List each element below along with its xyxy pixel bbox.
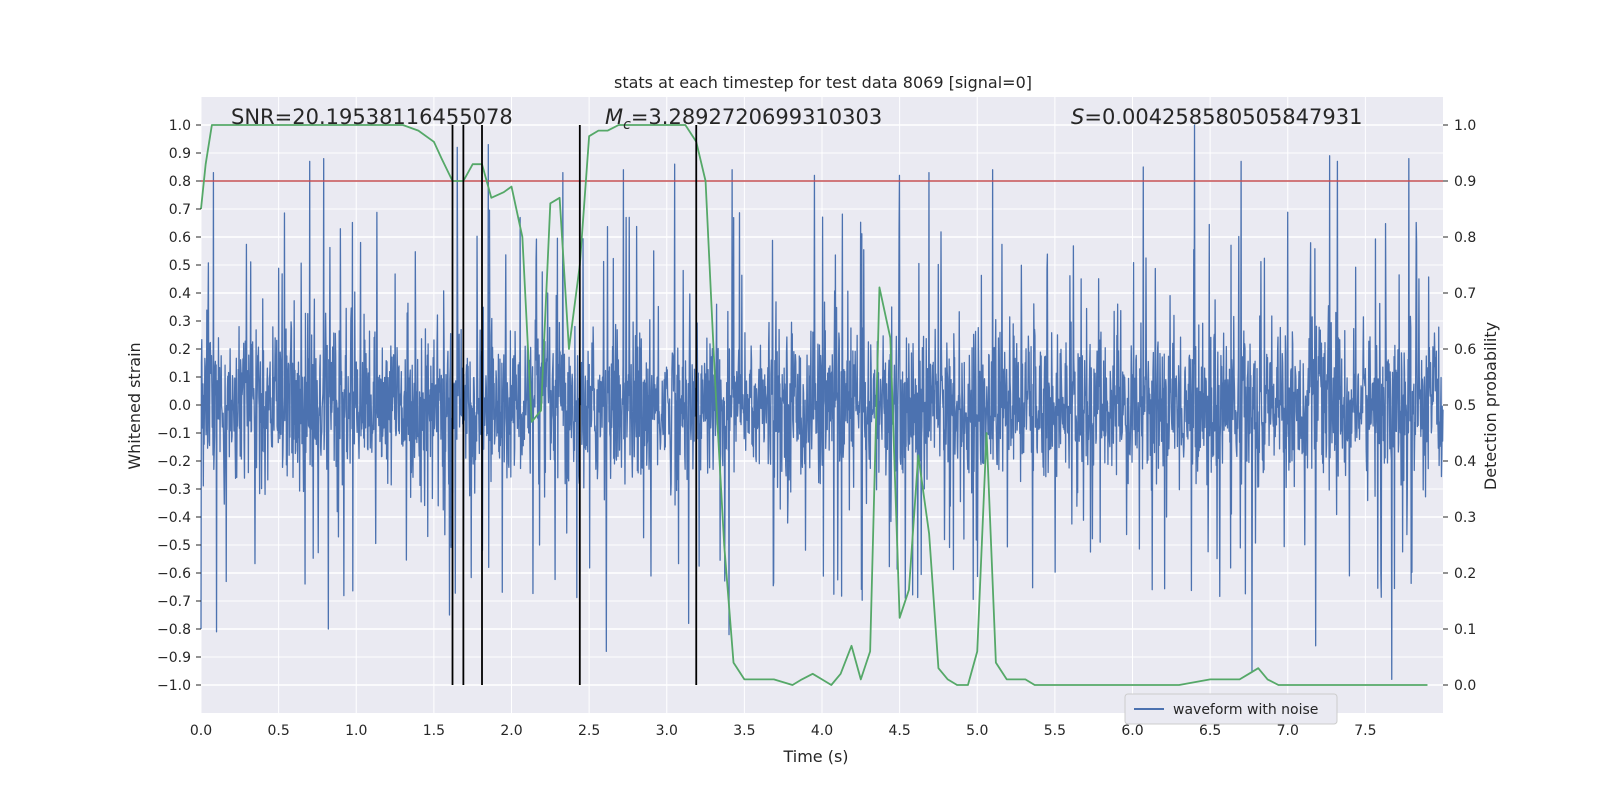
y-tick-label: −0.7 [157,594,191,610]
y-tick-label: −0.9 [157,650,191,666]
x-tick-label: 0.0 [190,723,212,739]
strain-series [200,124,1444,681]
y2-tick-label: 0.4 [1454,454,1476,470]
y-tick-label: −0.5 [157,538,191,554]
probability-series [200,124,1428,686]
y-tick-label: −0.8 [157,622,191,638]
y-tick-label: −0.6 [157,566,191,582]
snr-annotation: SNR=20.19538116455078 [231,105,513,129]
x-tick-label: 7.0 [1277,723,1299,739]
x-tick-label: 3.5 [733,723,755,739]
x-tick-label: 7.5 [1354,723,1376,739]
y2-tick-label: 1.0 [1454,118,1476,134]
y-tick-label: 0.2 [169,342,191,358]
x-tick-label: 1.0 [345,723,367,739]
strain-line [200,124,1444,681]
y2-tick-label: 0.1 [1454,622,1476,638]
x-tick-label: 5.0 [966,723,988,739]
y-tick-label: 0.4 [169,286,191,302]
y-tick-label: 0.3 [169,314,191,330]
x-tick-label: 4.0 [811,723,833,739]
s-value: =0.004258580505847931 [1084,105,1362,129]
chart-title: stats at each timestep for test data 806… [614,73,1032,92]
x-tick-label: 6.0 [1121,723,1143,739]
y-tick-label: −0.1 [157,426,191,442]
x-tick-label: 4.5 [888,723,910,739]
x-tick-label: 2.0 [500,723,522,739]
vertical-markers [451,125,698,685]
x-tick-label: 0.5 [267,723,289,739]
chirp-mass-annotation: Mc=3.2892720699310303 [605,105,882,133]
x-tick-label: 3.0 [656,723,678,739]
y2-tick-label: 0.9 [1454,174,1476,190]
s-annotation: S=0.004258580505847931 [1071,105,1362,129]
legend: waveform with noise [1124,693,1338,725]
x-tick-label: 6.5 [1199,723,1221,739]
y-tick-label: −0.4 [157,510,191,526]
y-tick-label: 1.0 [169,118,191,134]
y2-tick-label: 0.5 [1454,398,1476,414]
y2-tick-label: 0.8 [1454,230,1476,246]
chirp-mass-symbol: M [605,105,623,129]
legend-label: waveform with noise [1173,702,1318,718]
x-axis-title: Time (s) [782,747,848,766]
y-tick-label: −0.3 [157,482,191,498]
y2-tick-label: 0.6 [1454,342,1476,358]
y-tick-label: 0.8 [169,174,191,190]
y-tick-label: 0.7 [169,202,191,218]
legend-box [1124,693,1338,725]
y-tick-label: 0.0 [169,398,191,414]
probability-line [200,124,1428,686]
y2-axis-title: Detection probability [1481,322,1500,490]
y-tick-label: 0.1 [169,370,191,386]
x-tick-label: 5.5 [1044,723,1066,739]
y2-tick-label: 0.7 [1454,286,1476,302]
y2-tick-label: 0.3 [1454,510,1476,526]
y2-tick-label: 0.2 [1454,566,1476,582]
x-tick-label: 1.5 [423,723,445,739]
y-axis-left: 1.0 0.9 0.8 0.7 0.6 0.5 0.4 0.3 0.2 0.1 0.0 −0.1 −0.… [157,118,201,694]
y-axis-title: Whitened strain [125,342,144,469]
y-tick-label: −1.0 [157,678,191,694]
y-tick-label: 0.5 [169,258,191,274]
s-symbol: S [1071,105,1084,129]
y-tick-label: 0.9 [169,146,191,162]
y-tick-label: −0.2 [157,454,191,470]
x-tick-label: 2.5 [578,723,600,739]
chirp-mass-subscript: c [623,117,631,133]
chirp-mass-value: =3.2892720699310303 [631,105,882,129]
y2-tick-label: 0.0 [1454,678,1476,694]
y-tick-label: 0.6 [169,230,191,246]
x-axis: 0.0 0.5 1.0 1.5 2.0 2.5 3.0 3.5 4.0 4.5 5.0 5.5 6.0 6… [190,723,1377,739]
y-axis-right: 1.0 0.9 0.8 0.7 0.6 0.5 0.4 0.3 0.2 0.1 0.0 [1443,118,1476,694]
